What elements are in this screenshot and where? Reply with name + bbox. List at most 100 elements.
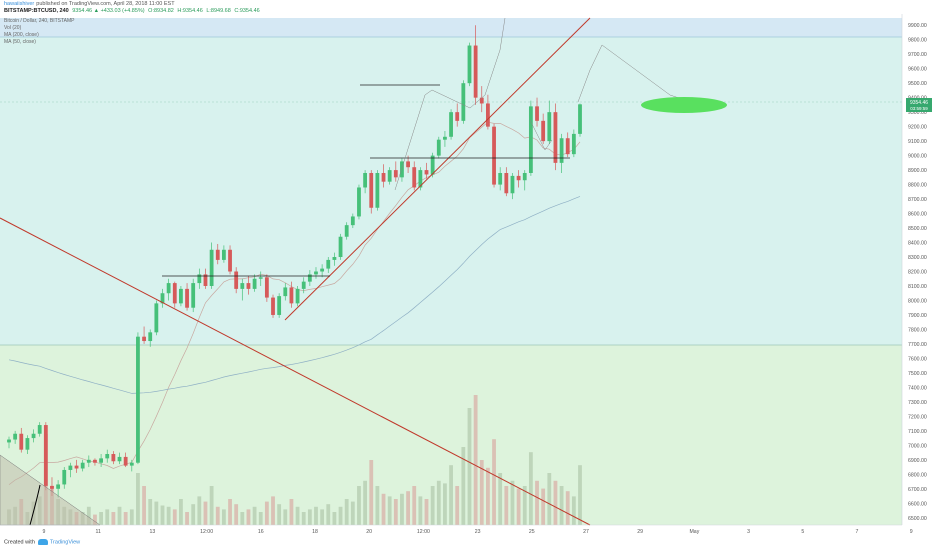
- candle-body: [528, 106, 533, 173]
- symbol-label: BITSTAMP:BTCUSD, 240: [4, 8, 69, 14]
- volume-bar: [123, 512, 128, 525]
- candle-body: [492, 126, 496, 185]
- candle-body: [436, 139, 441, 156]
- candle-body: [449, 112, 453, 137]
- volume-bar: [553, 480, 558, 525]
- volume-bar: [277, 504, 282, 525]
- curve-drawing: [29, 484, 41, 526]
- y-tick-label: 7900.00: [908, 313, 927, 319]
- candle-body: [326, 259, 331, 269]
- volume-bar: [357, 486, 361, 525]
- upper-zone: [0, 37, 902, 345]
- y-tick-label: 9600.00: [908, 67, 927, 73]
- tradingview-logo-icon: [37, 539, 48, 545]
- y-tick-label: 8700.00: [908, 197, 927, 203]
- candle-body: [320, 268, 325, 272]
- y-tick-label: 8600.00: [908, 212, 927, 218]
- x-tick-label: 20: [366, 529, 372, 535]
- candle-body: [393, 170, 398, 178]
- candle-body: [13, 433, 18, 440]
- candle-body: [338, 236, 343, 258]
- ma50-indicator-label[interactable]: MA (50, close): [4, 39, 36, 45]
- volume-bar: [117, 506, 122, 525]
- x-tick-label: 12:00: [200, 529, 213, 535]
- y-tick-label: 8100.00: [908, 284, 927, 290]
- volume-bar: [307, 509, 312, 525]
- author-link[interactable]: hawaiishiver: [4, 1, 35, 7]
- close-label: C:9354.46: [234, 8, 260, 14]
- volume-bar: [473, 395, 478, 525]
- volume-bar: [332, 512, 337, 525]
- volume-bar: [455, 486, 460, 525]
- candle-body: [522, 172, 527, 181]
- price-badge: 9354.46 03:59:59: [906, 98, 932, 112]
- candle-body: [37, 425, 42, 434]
- volume-bar: [381, 493, 386, 525]
- price-badge-value: 9354.46: [910, 100, 928, 106]
- candle-body: [510, 175, 515, 194]
- volume-bar: [289, 499, 294, 525]
- vol-indicator-label[interactable]: Vol (20): [4, 25, 22, 31]
- x-tick-label: 3: [747, 529, 750, 535]
- volume-bar: [492, 439, 496, 525]
- drawings: [0, 17, 727, 526]
- volume-bar: [406, 491, 410, 525]
- candle-body: [455, 112, 460, 121]
- volume-bar: [424, 499, 429, 525]
- moving-averages: [8, 121, 581, 485]
- y-tick-label: 6600.00: [908, 501, 927, 507]
- y-tick-label: 9700.00: [908, 52, 927, 58]
- candle-body: [80, 462, 85, 469]
- projection-path: [394, 17, 506, 191]
- candle-body: [246, 283, 251, 289]
- candle-body: [105, 454, 110, 459]
- volume-bar: [179, 499, 183, 525]
- volume-bar: [93, 514, 97, 525]
- candle-body: [535, 106, 539, 121]
- x-tick-label: 18: [312, 529, 318, 535]
- volume-bar: [111, 512, 116, 525]
- y-tick-label: 6700.00: [908, 487, 927, 493]
- candle-body: [160, 293, 165, 304]
- ma200-indicator-label[interactable]: MA (200, close): [4, 32, 39, 38]
- volume-bar: [344, 499, 349, 525]
- y-tick-label: 6900.00: [908, 458, 927, 464]
- time-axis[interactable]: 9 11 13 12:00 16 18 20 12:00 23 25 27 29 May 3 5 7 9: [0, 524, 913, 535]
- volume-bar: [436, 480, 441, 525]
- footer: Created with TradingView: [4, 539, 80, 545]
- volume-bar: [541, 488, 546, 525]
- volume-bar: [510, 480, 515, 525]
- candle-body: [31, 433, 36, 439]
- candle-body: [197, 274, 202, 284]
- volume-bar: [258, 512, 263, 525]
- y-tick-label: 7800.00: [908, 327, 927, 333]
- volume-bar: [166, 506, 171, 525]
- volume-bar: [246, 509, 251, 525]
- volume-bar: [418, 496, 423, 525]
- y-tick-label: 9200.00: [908, 125, 927, 131]
- candle-body: [99, 458, 104, 463]
- price-axis[interactable]: 6500.00 6600.00 6700.00 6800.00 6900.00 7000.…: [901, 14, 927, 525]
- candle-body: [19, 433, 24, 450]
- y-tick-label: 8400.00: [908, 241, 927, 247]
- y-tick-label: 7300.00: [908, 400, 927, 406]
- candle-body: [498, 172, 503, 185]
- volume-bar: [479, 460, 484, 525]
- candle-body: [571, 133, 576, 155]
- candle-body: [129, 462, 134, 466]
- volume-bar: [136, 473, 140, 525]
- x-tick-label: 29: [637, 529, 643, 535]
- candle-body: [559, 138, 564, 163]
- y-tick-label: 9000.00: [908, 154, 927, 160]
- candle-body: [467, 45, 472, 84]
- x-tick-label: 25: [529, 529, 535, 535]
- volume-bar: [443, 483, 447, 525]
- brand-label[interactable]: TradingView: [49, 539, 81, 546]
- volume-bar: [221, 509, 226, 525]
- volume-bar: [209, 486, 214, 525]
- candle-body: [418, 170, 423, 188]
- y-tick-label: 6800.00: [908, 472, 927, 478]
- volume-bar: [559, 486, 564, 525]
